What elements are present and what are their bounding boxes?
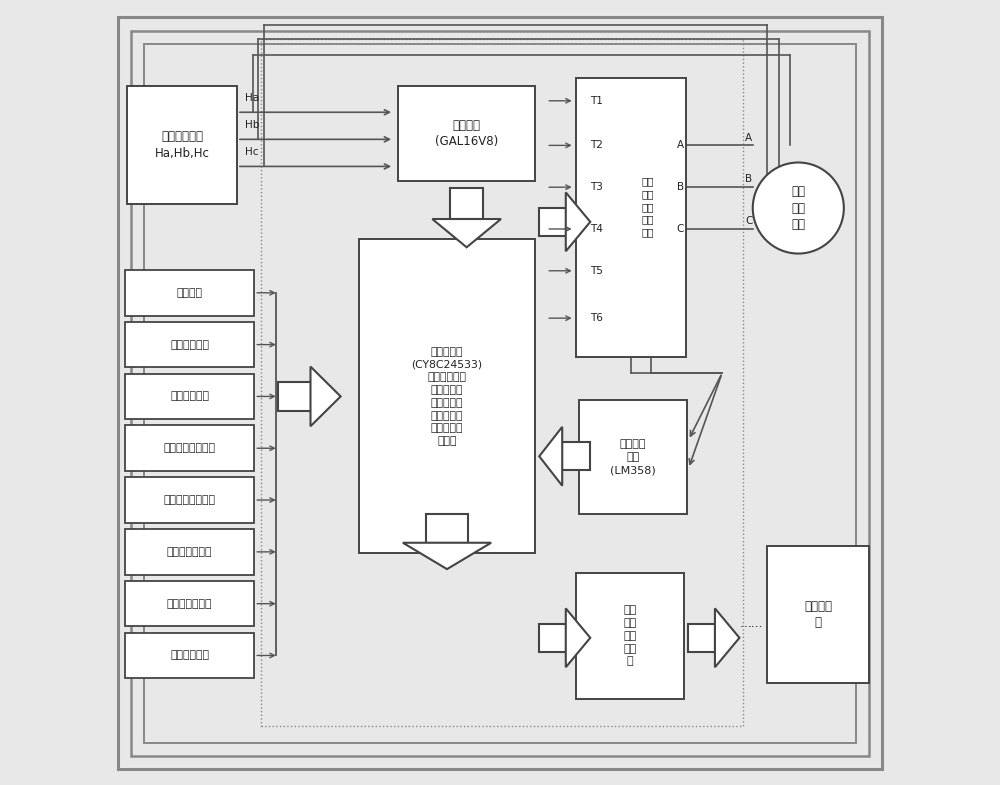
Polygon shape [715, 608, 739, 667]
Text: 刹车信号: 刹车信号 [177, 288, 203, 298]
Text: B: B [745, 174, 752, 184]
Bar [125, 477, 254, 523]
Text: Hc: Hc [245, 147, 258, 157]
Text: T3: T3 [590, 182, 603, 192]
Bar [125, 529, 254, 575]
Text: 低速档选择信号: 低速档选择信号 [167, 547, 212, 557]
Bar [578, 400, 687, 514]
Bar [450, 188, 483, 219]
Bar [539, 623, 566, 652]
Text: 调速转把信号: 调速转把信号 [170, 392, 209, 401]
Bar [562, 442, 590, 470]
Bar [125, 374, 254, 419]
Text: T2: T2 [590, 141, 603, 151]
Text: 电流检测
单元
(LM358): 电流检测 单元 (LM358) [610, 440, 656, 475]
Bar [125, 322, 254, 367]
Text: 中央处理器
(CY8C24533)
（速度计算、
电流计算、
各类外部信
号处理、控
制各类驱动
电路）: 中央处理器 (CY8C24533) （速度计算、 电流计算、 各类外部信 号处理… [411, 347, 483, 446]
Text: T1: T1 [590, 96, 603, 106]
Text: A: A [745, 133, 752, 143]
Text: 高速档选择信号: 高速档选择信号 [167, 599, 212, 608]
Bar [359, 239, 535, 553]
Bar [261, 39, 743, 726]
Bar [125, 425, 254, 471]
Text: Ha: Ha [245, 93, 259, 103]
Text: A: A [677, 141, 684, 151]
Text: 译码单元
(GAL16V8): 译码单元 (GAL16V8) [435, 119, 498, 148]
Bar [539, 208, 566, 236]
Bar [125, 270, 254, 316]
Text: B: B [677, 182, 684, 192]
Bar [576, 78, 686, 357]
Polygon shape [311, 367, 341, 426]
Bar [125, 633, 254, 678]
Bar [278, 382, 311, 411]
Bar [144, 44, 856, 743]
Polygon shape [566, 608, 590, 667]
Text: 其他
执行
器驱
动电
路: 其他 执行 器驱 动电 路 [624, 605, 637, 666]
Text: Hb: Hb [245, 120, 259, 130]
Text: T4: T4 [590, 224, 603, 234]
Polygon shape [432, 219, 501, 247]
Text: T5: T5 [590, 266, 603, 276]
Text: C: C [745, 216, 752, 226]
Bar [688, 623, 715, 652]
Text: 无刷
直流
电机: 无刷 直流 电机 [791, 185, 805, 231]
Polygon shape [539, 427, 562, 486]
Text: ……: …… [739, 617, 763, 630]
Bar [125, 581, 254, 626]
Bar [127, 86, 237, 204]
Polygon shape [566, 192, 590, 251]
Text: 电池电压信号: 电池电压信号 [170, 340, 209, 349]
Bar [767, 546, 869, 683]
Text: 自动模式选择信号: 自动模式选择信号 [164, 444, 216, 453]
Bar [576, 573, 684, 699]
Bar [426, 514, 468, 542]
Text: T6: T6 [590, 313, 603, 323]
Text: 其他外设信号: 其他外设信号 [170, 651, 209, 660]
Bar [398, 86, 535, 181]
Text: 无刷
直流
电机
驱动
电路: 无刷 直流 电机 驱动 电路 [641, 176, 654, 237]
Circle shape [753, 162, 844, 254]
Text: C: C [677, 224, 684, 234]
Text: 手动模式选择信号: 手动模式选择信号 [164, 495, 216, 505]
Polygon shape [403, 542, 491, 569]
Text: 其他执行
器: 其他执行 器 [804, 600, 832, 629]
Text: 转子位置信号
Ha,Hb,Hc: 转子位置信号 Ha,Hb,Hc [155, 130, 210, 160]
